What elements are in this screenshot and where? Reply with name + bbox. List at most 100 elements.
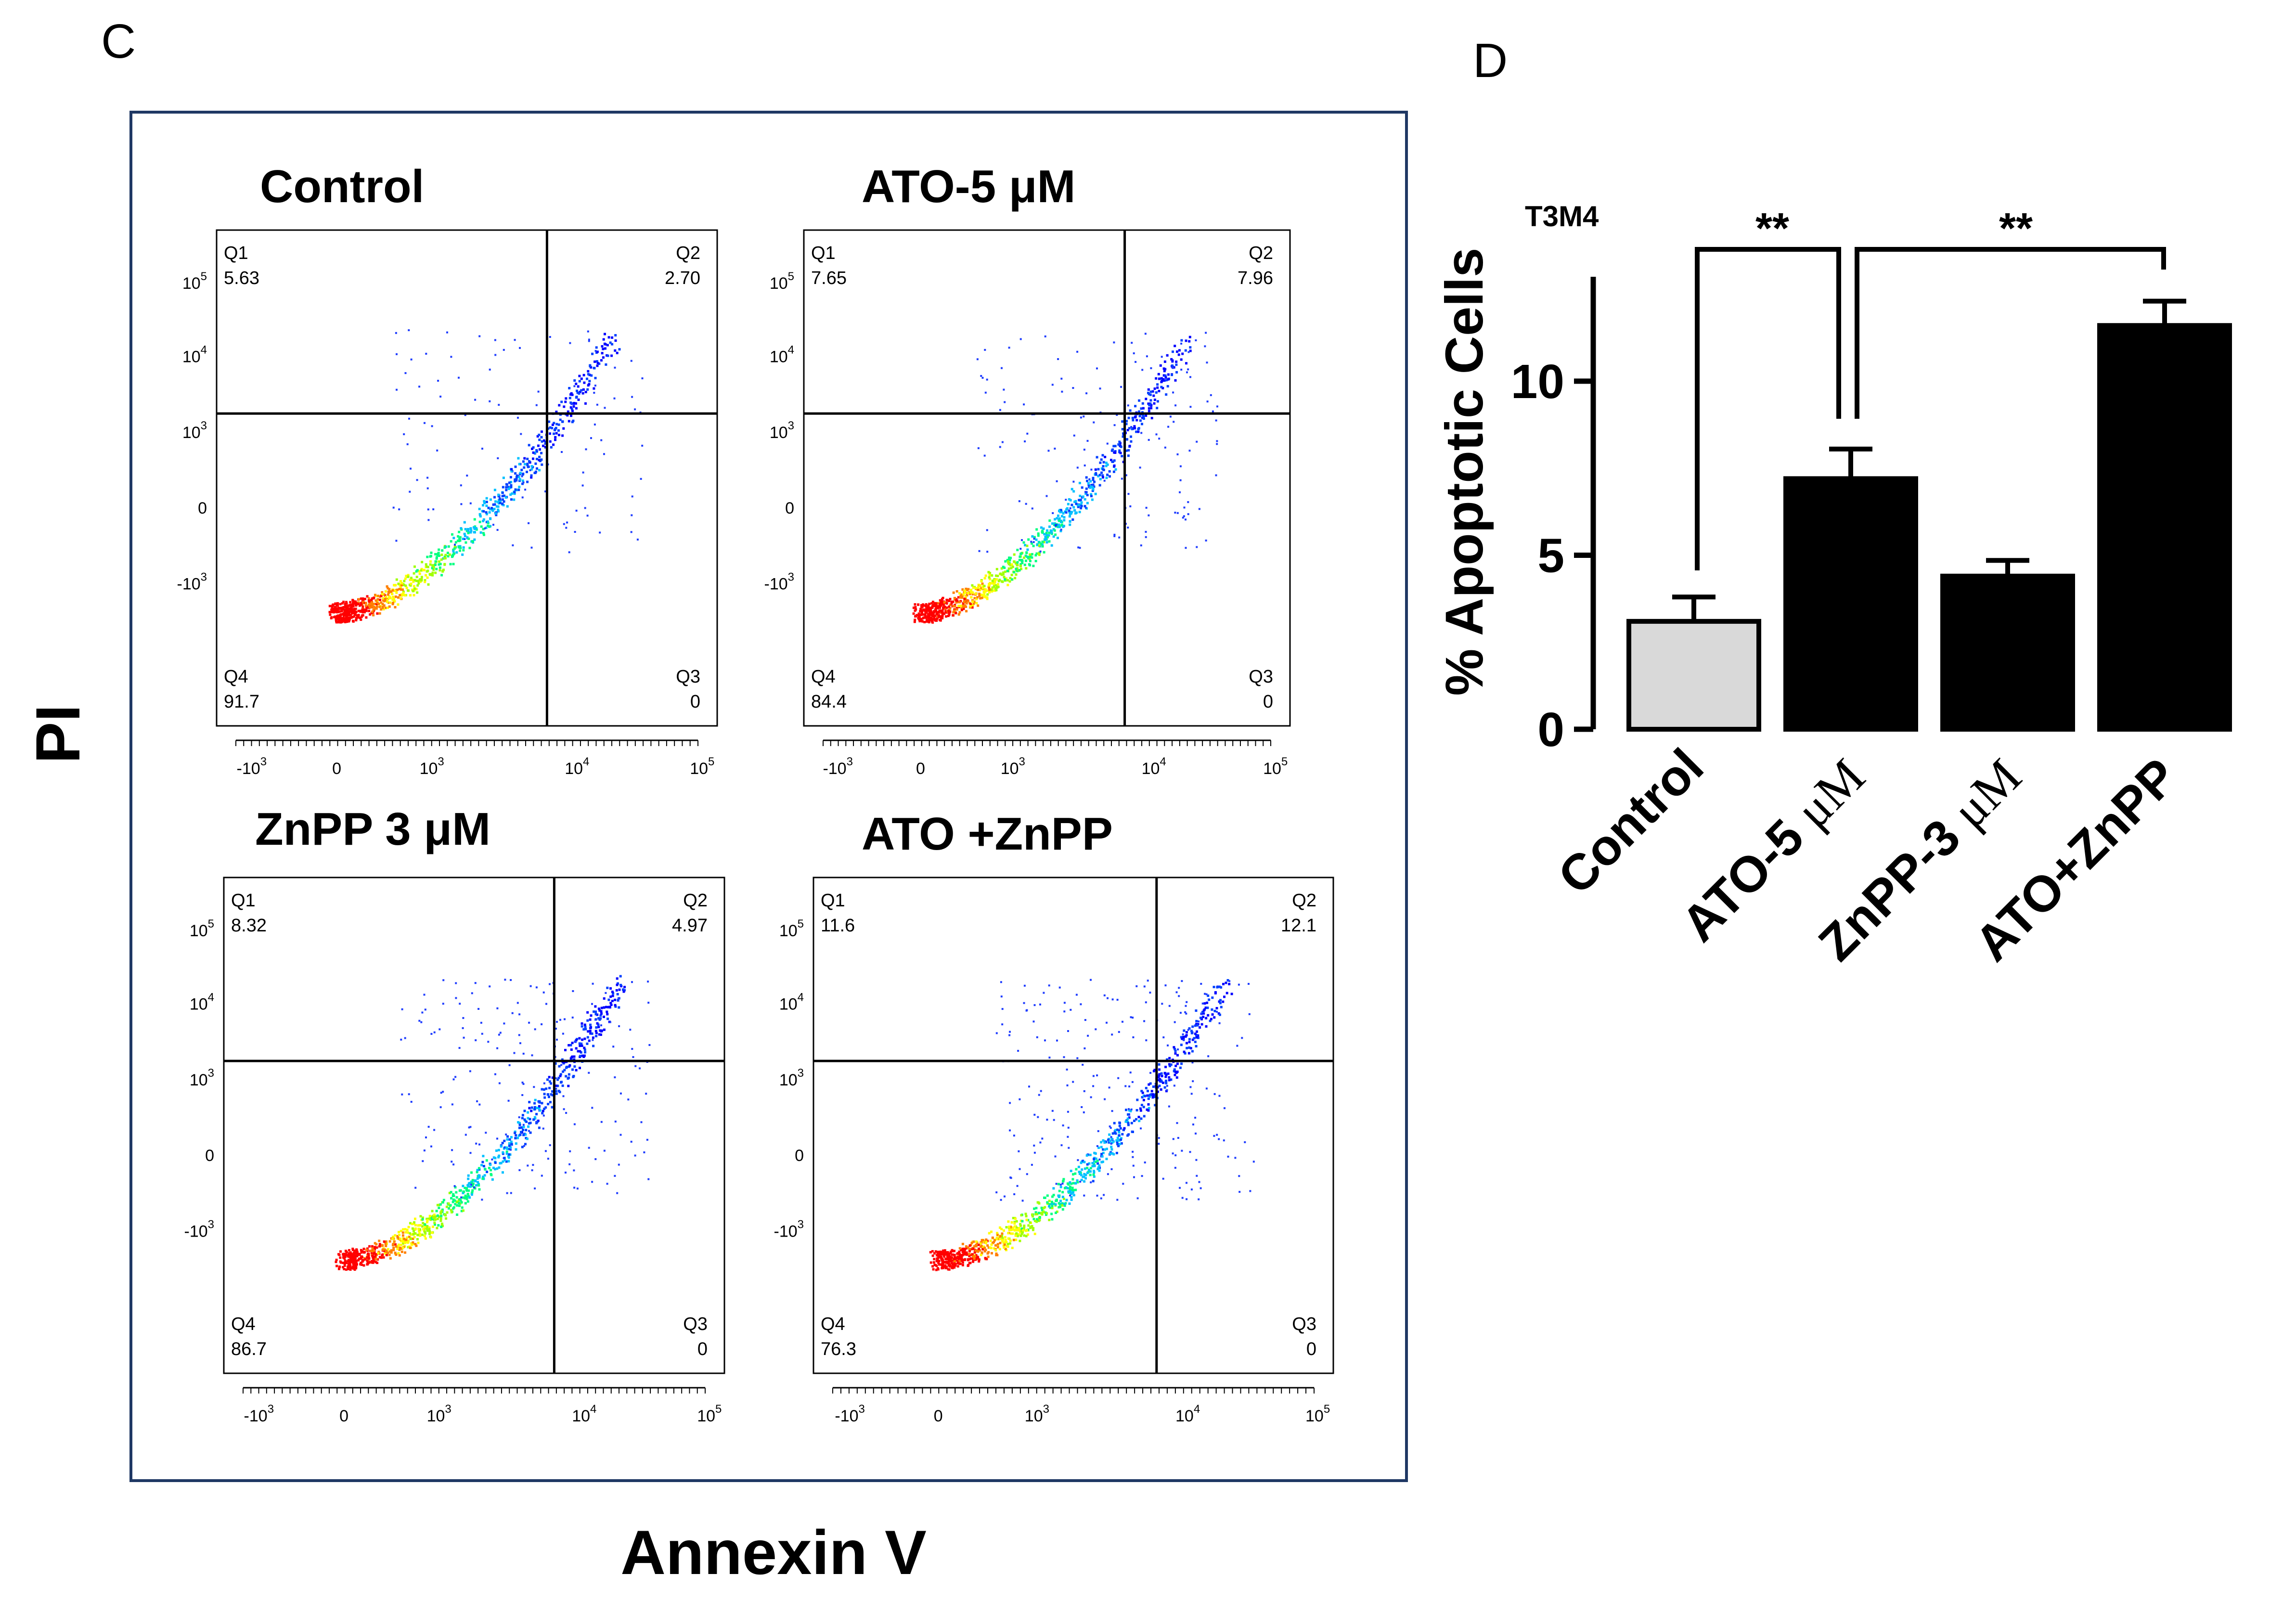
flow-event <box>1102 476 1104 479</box>
flow-event <box>439 563 442 566</box>
flow-event <box>602 356 605 359</box>
flow-event <box>483 501 486 504</box>
flow-event <box>1018 1227 1020 1229</box>
flow-event <box>497 493 500 496</box>
flow-event <box>1090 979 1092 981</box>
flow-event <box>528 1021 530 1024</box>
flow-event <box>436 1214 439 1217</box>
flow-event <box>1058 523 1060 526</box>
flow-event <box>431 1226 434 1228</box>
flow-event <box>609 1021 611 1023</box>
flow-event <box>947 1262 949 1265</box>
flow-event <box>534 1106 536 1109</box>
flow-event <box>594 1019 597 1021</box>
flow-event <box>1085 491 1088 494</box>
quadrant-q2-value: 2.70 <box>665 268 700 288</box>
flow-event <box>496 1167 499 1170</box>
flow-event <box>1051 1205 1054 1207</box>
flow-event <box>1185 1034 1188 1037</box>
flow-event <box>581 392 584 395</box>
flow-event <box>414 1243 417 1246</box>
flow-event <box>421 1011 424 1014</box>
flow-event <box>439 1106 442 1109</box>
flow-event <box>604 343 607 346</box>
flow-event <box>400 1243 403 1246</box>
flow-event <box>1175 1076 1178 1079</box>
flow-event <box>1206 400 1209 403</box>
flow-plot-title: ATO-5 μM <box>862 161 1076 212</box>
flow-event <box>964 591 967 594</box>
flow-event <box>493 503 496 506</box>
flow-event <box>419 578 422 581</box>
flow-event <box>421 1216 424 1219</box>
flow-event <box>409 490 411 493</box>
flow-event <box>1128 1116 1131 1119</box>
flow-event <box>935 606 938 608</box>
flow-event <box>982 591 985 594</box>
flow-event <box>1024 440 1026 442</box>
flow-event <box>460 527 463 530</box>
flow-event <box>1158 1143 1160 1145</box>
flow-event <box>377 603 380 605</box>
flow-event <box>1021 1200 1024 1202</box>
flow-event <box>1043 541 1045 543</box>
flow-event <box>1120 1137 1122 1140</box>
flow-event <box>473 531 476 534</box>
flow-event <box>607 336 610 339</box>
flow-event <box>401 1093 403 1096</box>
flow-event <box>410 1242 413 1245</box>
flow-event <box>1034 554 1037 556</box>
flow-event <box>440 1226 443 1228</box>
flow-event <box>550 1082 553 1085</box>
flow-event <box>511 492 514 495</box>
flow-event <box>507 1099 510 1102</box>
flow-event <box>1003 576 1006 579</box>
flow-event <box>1175 363 1178 366</box>
flow-event <box>1072 1081 1074 1083</box>
flow-event <box>1067 1030 1069 1032</box>
flow-event <box>1053 524 1056 526</box>
flow-event <box>522 1125 525 1128</box>
flow-event <box>1019 1239 1021 1242</box>
flow-event <box>1111 1033 1113 1036</box>
flow-event <box>1099 461 1102 464</box>
flow-event <box>486 520 489 523</box>
flow-event <box>1227 1155 1229 1158</box>
flow-event <box>1057 1194 1060 1197</box>
flow-event <box>514 472 517 475</box>
flow-event <box>391 1244 394 1247</box>
flow-event <box>1070 1192 1073 1195</box>
flow-event <box>1081 1168 1084 1171</box>
flow-event <box>374 594 376 596</box>
flow-plot-frame <box>803 229 1291 727</box>
flow-event <box>439 566 441 569</box>
flow-event <box>466 475 468 477</box>
flow-event <box>1126 1121 1129 1123</box>
flow-event <box>519 478 521 481</box>
flow-event <box>1096 367 1098 370</box>
flow-event <box>381 1244 384 1247</box>
flow-event <box>566 521 568 524</box>
flow-event <box>459 1003 461 1005</box>
flow-event <box>1138 414 1141 417</box>
flow-event <box>1026 555 1029 558</box>
flow-event <box>997 580 1000 582</box>
flow-event <box>510 498 513 501</box>
flow-event <box>996 1234 999 1237</box>
flow-event <box>1113 341 1115 344</box>
flow-event <box>1140 544 1142 547</box>
flow-event <box>1058 517 1061 520</box>
flow-event <box>424 1008 426 1011</box>
flow-event <box>404 1251 407 1254</box>
flow-event <box>1011 566 1014 568</box>
flow-event <box>347 1266 349 1269</box>
flow-event <box>541 463 543 466</box>
flow-event <box>1091 1162 1094 1164</box>
flow-event <box>1083 1194 1085 1197</box>
flow-event <box>535 1113 538 1116</box>
quadrant-q1-value: 5.63 <box>224 268 259 288</box>
flow-event <box>634 1065 637 1067</box>
flow-event <box>1020 1230 1023 1233</box>
x-tick-label: 104 <box>1175 1403 1200 1425</box>
flow-event <box>1164 376 1167 379</box>
